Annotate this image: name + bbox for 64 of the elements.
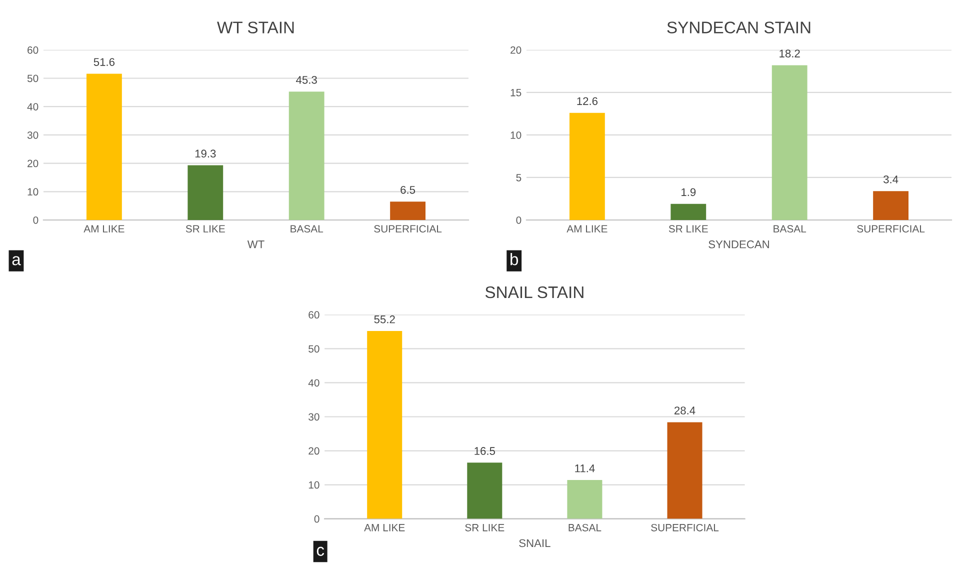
- data-label: 55.2: [374, 315, 395, 324]
- bar: [667, 422, 702, 519]
- chart-title: SNAIL STAIN: [485, 286, 584, 298]
- y-tick-label: 10: [28, 188, 38, 196]
- y-tick-label: 10: [510, 131, 522, 139]
- data-label: 18.2: [780, 50, 800, 58]
- y-tick-label: 5: [516, 174, 522, 182]
- y-tick-label: 60: [28, 46, 38, 54]
- chart-title: WT STAIN: [217, 22, 294, 34]
- x-tick-label: BASAL: [774, 225, 806, 233]
- y-tick-label: 30: [308, 413, 320, 421]
- bar: [569, 112, 605, 220]
- x-tick-label: BASAL: [568, 524, 602, 532]
- data-label: 1.9: [682, 188, 696, 196]
- x-tick-label: SUPERFICIAL: [651, 524, 719, 532]
- y-tick-label: 20: [308, 447, 320, 455]
- text: a: [12, 256, 21, 266]
- x-axis-title: WT: [247, 240, 264, 248]
- x-tick-label: SR LIKE: [465, 524, 504, 532]
- bar: [390, 202, 426, 220]
- y-tick-label: 40: [27, 103, 38, 110]
- y-tick-label: 20: [28, 160, 38, 168]
- data-label: 3.4: [883, 175, 898, 184]
- data-label: 16.5: [474, 447, 496, 455]
- bar: [467, 462, 502, 519]
- x-tick-label: SR LIKE: [186, 225, 225, 233]
- data-label: 11.4: [575, 464, 595, 472]
- x-tick-label: AM LIKE: [566, 225, 608, 232]
- y-tick-label: 10: [308, 481, 320, 489]
- data-label: 45.3: [296, 76, 317, 84]
- y-tick-label: 50: [308, 345, 320, 353]
- y-tick-label: 50: [27, 74, 38, 82]
- data-label: 12.6: [577, 97, 598, 106]
- y-tick-label: 15: [510, 89, 522, 96]
- x-tick-label: SUPERFICIAL: [374, 225, 442, 233]
- data-label: 19.3: [195, 150, 216, 158]
- data-label: 28.4: [674, 406, 696, 414]
- y-tick-label: 0: [33, 216, 38, 224]
- y-tick-label: 30: [27, 131, 38, 139]
- data-label: 6.5: [400, 186, 416, 194]
- x-axis-title: SYNDECAN: [708, 240, 769, 248]
- bar: [567, 480, 602, 519]
- x-tick-label: SUPERFICIAL: [857, 225, 925, 233]
- bar: [188, 165, 224, 220]
- x-tick-label: SR LIKE: [668, 225, 708, 233]
- y-tick-label: 0: [314, 515, 320, 523]
- text: c: [316, 546, 324, 556]
- y-tick-label: 60: [308, 311, 320, 319]
- x-tick-label: BASAL: [290, 225, 324, 233]
- x-tick-label: AM LIKE: [84, 225, 124, 232]
- x-axis-title: SNAIL: [519, 539, 550, 548]
- y-tick-label: 0: [516, 216, 522, 224]
- text: b: [510, 253, 518, 266]
- bar: [86, 74, 122, 220]
- bar: [772, 65, 808, 220]
- chart-title: SYNDECAN STAIN: [667, 22, 810, 34]
- bar: [873, 191, 908, 220]
- y-tick-label: 40: [308, 379, 320, 387]
- bar: [288, 92, 324, 220]
- bar: [670, 204, 706, 220]
- data-label: 51.6: [94, 58, 115, 66]
- y-tick-label: 20: [510, 46, 522, 54]
- bar: [367, 331, 402, 519]
- x-tick-label: AM LIKE: [364, 524, 405, 532]
